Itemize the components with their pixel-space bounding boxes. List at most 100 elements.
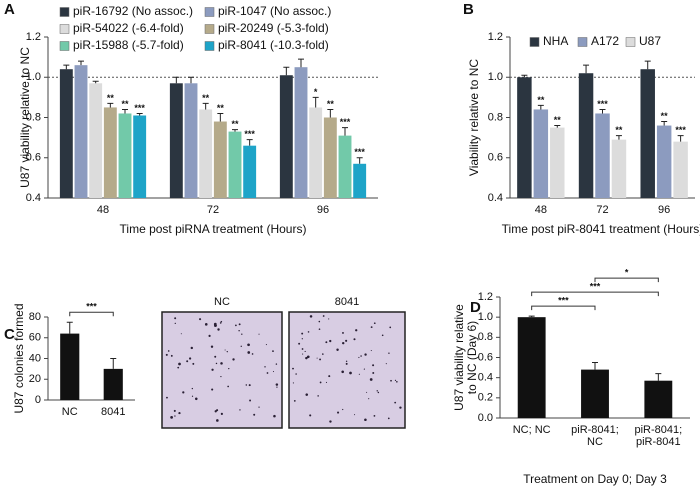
- y-tick-label: 0.8: [478, 331, 493, 343]
- colony-dot: [272, 371, 274, 373]
- error-bar: [528, 315, 535, 318]
- colony-dot: [304, 350, 306, 353]
- bar: [517, 317, 546, 418]
- bar: [611, 139, 627, 198]
- significance-label: **: [661, 111, 669, 121]
- bar: [353, 163, 367, 198]
- colony-dot: [363, 368, 365, 370]
- colony-dot: [325, 381, 328, 384]
- error-bar: [232, 129, 238, 132]
- x-tick-label: 48: [97, 204, 109, 216]
- legend-swatch: [59, 24, 70, 34]
- colony-dot: [276, 386, 278, 388]
- x-tick-label: 48: [535, 204, 547, 216]
- bar: [309, 107, 323, 198]
- error-bar: [173, 76, 180, 84]
- colony-dot: [191, 395, 194, 397]
- bar: [213, 121, 227, 198]
- y-tick-label: 1.2: [478, 291, 493, 303]
- bar: [517, 77, 532, 198]
- significance-label: **: [554, 115, 562, 125]
- colony-dot: [275, 363, 278, 365]
- significance-bracket: [594, 277, 659, 283]
- x-tick-label: 72: [596, 204, 608, 216]
- legend-swatch: [204, 41, 215, 51]
- error-bar: [298, 58, 304, 68]
- error-bar: [136, 112, 143, 116]
- y-tick-label: 40: [29, 352, 41, 364]
- colony-dot: [166, 396, 168, 399]
- colony-dot: [364, 418, 367, 422]
- panel-letter: C: [4, 326, 15, 343]
- error-bar: [342, 127, 348, 136]
- legend-label: piR-54022 (-6.4-fold): [73, 21, 184, 35]
- colony-dot: [336, 348, 339, 351]
- colony-dot: [170, 416, 173, 419]
- bar: [133, 115, 147, 198]
- colony-dot: [204, 323, 208, 326]
- x-tick-label: NC: [62, 406, 78, 418]
- colony-dot: [211, 368, 214, 371]
- bar: [673, 141, 688, 198]
- bar: [103, 107, 117, 198]
- colony-dot: [199, 318, 202, 321]
- x-axis-title: Time post piR-8041 treatment (Hours): [502, 222, 700, 236]
- bar: [581, 369, 609, 418]
- significance-label: *: [625, 268, 629, 278]
- colony-dot: [220, 320, 223, 323]
- colony-dot: [170, 354, 173, 357]
- error-bar: [63, 64, 70, 70]
- colony-dot: [190, 346, 194, 350]
- significance-label: ***: [134, 103, 145, 113]
- colony-dot: [178, 362, 181, 366]
- colony-dot: [370, 326, 373, 329]
- colony-dot: [235, 324, 237, 327]
- colony-dot: [220, 412, 223, 416]
- y-tick-label: 0.8: [488, 111, 503, 123]
- colony-dot: [342, 408, 344, 411]
- significance-label: ***: [244, 129, 255, 139]
- bar: [243, 145, 257, 198]
- significance-label: **: [107, 93, 115, 103]
- significance-label: ***: [354, 147, 365, 157]
- bar: [294, 67, 308, 198]
- colony-dot: [387, 417, 390, 420]
- x-tick-label: 8041: [101, 406, 125, 418]
- y-tick-label: 20: [29, 373, 41, 385]
- colony-dot: [394, 379, 397, 381]
- legend-label: piR-15988 (-5.7-fold): [73, 38, 184, 52]
- colony-dot: [349, 371, 352, 375]
- x-tick-label: 96: [658, 204, 670, 216]
- colony-dot: [216, 419, 219, 422]
- colony-dot: [370, 350, 372, 352]
- legend-swatch: [577, 37, 588, 47]
- colony-dot: [354, 414, 356, 416]
- significance-label: **: [121, 99, 129, 109]
- y-axis-title: U87 viability relative to NC: [18, 47, 32, 188]
- significance-bracket: [69, 311, 114, 317]
- error-bar: [188, 76, 194, 84]
- bar: [103, 368, 123, 400]
- panel-letter: B: [463, 1, 474, 18]
- colony-dot: [394, 401, 397, 404]
- colony-dot: [301, 332, 304, 335]
- colony-dot: [248, 384, 251, 387]
- colony-dot: [195, 397, 198, 401]
- y-tick-label: 0.4: [26, 192, 41, 204]
- y-axis-title: U87 viability relativeto NC (Day 6): [452, 304, 479, 411]
- bar: [640, 69, 655, 198]
- colony-dot: [328, 375, 331, 378]
- error-bar: [537, 104, 544, 110]
- colony-dot: [174, 322, 176, 325]
- error-bar: [554, 125, 561, 128]
- colony-dot: [232, 358, 235, 361]
- colony-dot: [337, 411, 340, 414]
- error-bar: [246, 139, 253, 146]
- y-tick-label: 0.2: [478, 392, 493, 404]
- colony-dot: [273, 414, 276, 418]
- colony-dot: [390, 379, 392, 382]
- colony-dot: [167, 350, 170, 352]
- error-bar: [644, 60, 651, 70]
- error-bar: [202, 102, 209, 110]
- error-bar: [655, 373, 662, 381]
